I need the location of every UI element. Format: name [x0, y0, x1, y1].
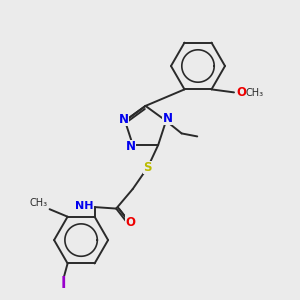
Text: N: N — [163, 112, 172, 125]
Text: I: I — [60, 276, 66, 291]
Text: O: O — [126, 216, 136, 229]
Text: N: N — [118, 113, 128, 126]
Text: CH₃: CH₃ — [30, 198, 48, 208]
Text: N: N — [126, 140, 136, 153]
Text: O: O — [236, 86, 246, 99]
Text: NH: NH — [76, 202, 94, 212]
Text: S: S — [143, 161, 152, 174]
Text: CH₃: CH₃ — [245, 88, 263, 98]
